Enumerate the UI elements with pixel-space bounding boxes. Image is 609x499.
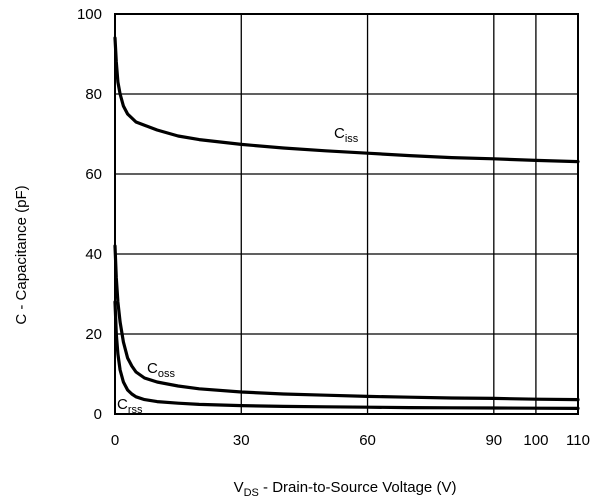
x-tick-label: 100 xyxy=(523,432,548,449)
y-tick-label: 20 xyxy=(85,326,102,343)
y-tick-labels: 0 20 40 60 80 100 xyxy=(77,6,102,423)
y-tick-label: 40 xyxy=(85,246,102,263)
y-tick-label: 100 xyxy=(77,6,102,23)
x-axis-label-sub: DS xyxy=(244,487,259,499)
series-ciss-label: Ciss xyxy=(334,125,359,145)
x-tick-label: 60 xyxy=(359,432,376,449)
y-tick-label: 80 xyxy=(85,86,102,103)
series-coss-label: Coss xyxy=(147,360,175,380)
x-tick-labels: 0 30 60 90 100 110 xyxy=(111,432,590,449)
x-tick-label: 110 xyxy=(566,432,590,449)
grid xyxy=(115,14,578,414)
series-crss-label: Crss xyxy=(117,396,143,416)
x-tick-label: 30 xyxy=(233,432,250,449)
y-tick-label: 60 xyxy=(85,166,102,183)
series-coss-line xyxy=(113,244,580,402)
curves xyxy=(113,36,580,410)
x-axis-label-rest: - Drain-to-Source Voltage (V) xyxy=(259,479,457,496)
x-axis-label-main: V xyxy=(234,479,244,496)
x-tick-label: 0 xyxy=(111,432,119,449)
series-crss-line xyxy=(113,300,580,410)
y-tick-label: 0 xyxy=(94,406,102,423)
y-axis-label: C - Capacitance (pF) xyxy=(13,185,30,324)
x-axis-label: VDS - Drain-to-Source Voltage (V) xyxy=(234,479,457,499)
x-tick-label: 90 xyxy=(485,432,502,449)
plot-frame xyxy=(114,13,579,415)
series-ciss-line xyxy=(113,36,580,164)
